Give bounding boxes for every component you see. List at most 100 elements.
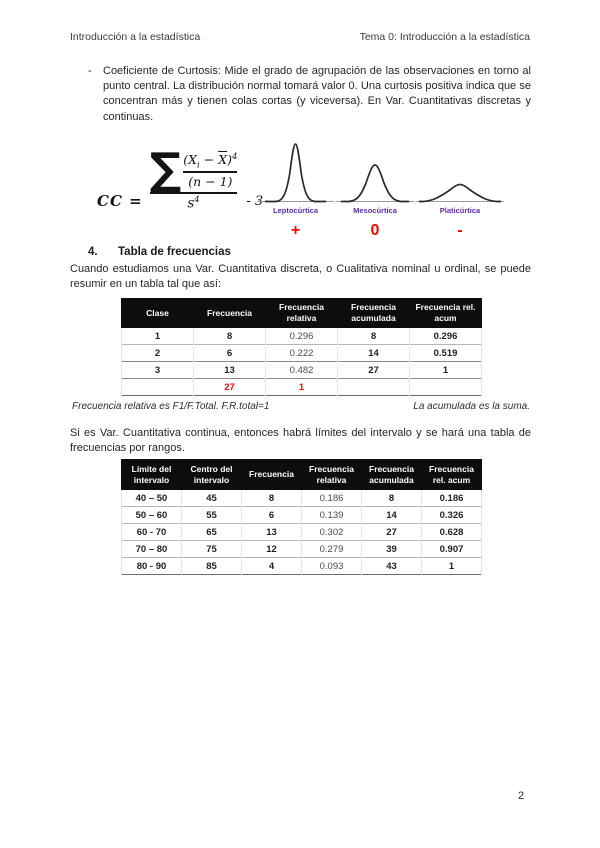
table-cell: 0.907 (421, 540, 482, 558)
table-header-cell: Frecuencia rel. acum (421, 459, 482, 490)
table-row: 60 - 70 65 13 0.302 27 0.628 (121, 523, 482, 541)
inner-numerator: (Xi − X)4 (183, 151, 238, 171)
platykurtic-curve-graphic (416, 183, 504, 203)
table2-header: Límite del intervalo Centro del interval… (121, 459, 482, 490)
table-row: 80 - 90 85 4 0.093 43 1 (121, 557, 482, 575)
table-cell: 0.326 (421, 506, 482, 524)
page-number: 2 (518, 790, 525, 802)
leptokurtic-sign: + (290, 222, 301, 239)
table-header-cell: Frecuencia rel. acum (409, 298, 482, 328)
mesokurtic-label: Mesocúrtica (353, 206, 397, 215)
table-cell: 70 – 80 (121, 540, 182, 558)
table-cell: 45 (181, 489, 242, 507)
table-cell (337, 378, 410, 396)
table-header-cell: Frecuencia acumulada (361, 459, 422, 490)
table-cell: 0.186 (421, 489, 482, 507)
table-cell: 1 (421, 557, 482, 575)
section-number: 4. (88, 246, 98, 258)
total-frequency-cell: 27 (193, 378, 266, 396)
outer-fraction-bar (149, 192, 238, 195)
table-cell: 39 (361, 540, 422, 558)
table-cell: 0.482 (265, 361, 338, 379)
formula-lhs: CC = (97, 192, 143, 210)
table-row: 40 – 50 45 8 0.186 8 0.186 (121, 489, 482, 507)
inner-denominator: (n − 1) (188, 173, 233, 189)
table-cell: 14 (337, 344, 410, 362)
table-cell: 27 (337, 361, 410, 379)
table-cell: 6 (193, 344, 266, 362)
table1-header: Clase Frecuencia Frecuencia relativa Fre… (121, 298, 482, 328)
table-cell: 0.296 (265, 327, 338, 345)
leptokurtic-column: Leptocúrtica + (256, 139, 335, 239)
table-header-cell: Frecuencia acumulada (337, 298, 410, 328)
table-header-cell: Frecuencia relativa (265, 298, 338, 328)
table-header-cell: Frecuencia (241, 459, 302, 490)
table-cell: 0.279 (301, 540, 362, 558)
table-cell: 8 (241, 489, 302, 507)
table-cell: 0.628 (421, 523, 482, 541)
mesokurtic-sign: 0 (370, 222, 380, 239)
section-title: Tabla de frecuencias (118, 246, 231, 258)
section-heading: 4. Tabla de frecuencias (88, 246, 231, 258)
curtosis-bullet-paragraph: - Coeficiente de Curtosis: Mide el grado… (88, 64, 531, 125)
table-cell: 13 (241, 523, 302, 541)
table-cell: 1 (121, 327, 194, 345)
table-cell: 8 (193, 327, 266, 345)
table-cell: 13 (193, 361, 266, 379)
table-cell: 0.093 (301, 557, 362, 575)
formula-inner-fraction: (Xi − X)4 (n − 1) (183, 151, 238, 189)
mesokurtic-column: Mesocúrtica 0 (335, 139, 415, 239)
x-bar: X (218, 151, 228, 167)
table-header-cell: Frecuencia relativa (301, 459, 362, 490)
table-cell: 8 (337, 327, 410, 345)
table-cell (121, 378, 194, 396)
table-row: 3 13 0.482 27 1 (121, 361, 482, 379)
table-cell: 0.296 (409, 327, 482, 345)
table-cell: 8 (361, 489, 422, 507)
paragraph-continuous-intro: Si es Var. Cuantitativa continua, entonc… (70, 427, 531, 455)
table-cell: 0.139 (301, 506, 362, 524)
table-cell: 80 - 90 (121, 557, 182, 575)
platykurtic-column: Platicúrtica - (415, 139, 505, 239)
curtosis-paragraph-text: Coeficiente de Curtosis: Mide el grado d… (103, 65, 531, 123)
platykurtic-label: Platicúrtica (439, 206, 481, 215)
table-cell: 6 (241, 506, 302, 524)
mesokurtic-curve-graphic (336, 164, 414, 203)
bullet-marker: - (88, 65, 92, 77)
header-left-title: Introducción a la estadística (70, 31, 201, 43)
table-header-row: Límite del intervalo Centro del interval… (121, 459, 482, 490)
note-right: La acumulada es la suma. (413, 401, 530, 412)
table-row: 70 – 80 75 12 0.279 39 0.907 (121, 540, 482, 558)
table-totals-row: 27 1 (121, 378, 482, 396)
table-cell: 75 (181, 540, 242, 558)
table-header-cell: Límite del intervalo (121, 459, 182, 490)
kurtosis-curves-figure: Leptocúrtica + Mesocúrtica 0 Platicúrtic… (256, 139, 505, 239)
table-cell: 40 – 50 (121, 489, 182, 507)
sigma-symbol: ∑ (149, 144, 182, 195)
table-cell: 0.519 (409, 344, 482, 362)
table-cell: 50 – 60 (121, 506, 182, 524)
table-cell: 60 - 70 (121, 523, 182, 541)
table-cell: 3 (121, 361, 194, 379)
note-left: Frecuencia relativa es F1/F.Total. F.R.t… (72, 401, 270, 412)
table-cell: 4 (241, 557, 302, 575)
table-header-row: Clase Frecuencia Frecuencia relativa Fre… (121, 298, 482, 328)
frequency-table-discrete: Clase Frecuencia Frecuencia relativa Fre… (121, 298, 482, 396)
table-cell: 0.302 (301, 523, 362, 541)
table-row: 50 – 60 55 6 0.139 14 0.326 (121, 506, 482, 524)
table-row: 2 6 0.222 14 0.519 (121, 344, 482, 362)
table-cell: 12 (241, 540, 302, 558)
table-cell: 1 (409, 361, 482, 379)
page-header: Introducción a la estadística Tema 0: In… (70, 31, 530, 43)
formula-fraction: ∑ (Xi − X)4 (n − 1) s4 (149, 144, 238, 212)
table-cell: 43 (361, 557, 422, 575)
italic-note-row: Frecuencia relativa es F1/F.Total. F.R.t… (72, 401, 530, 412)
table-header-cell: Clase (121, 298, 194, 328)
platykurtic-sign: - (457, 222, 463, 239)
total-relative-cell: 1 (265, 378, 338, 396)
paragraph-discrete-intro: Cuando estudiamos una Var. Cuantitativa … (70, 263, 531, 291)
inner-fraction-bar (183, 171, 238, 173)
table-cell: 14 (361, 506, 422, 524)
formula-numerator: ∑ (Xi − X)4 (n − 1) (149, 144, 238, 195)
table-row: 1 8 0.296 8 0.296 (121, 327, 482, 345)
